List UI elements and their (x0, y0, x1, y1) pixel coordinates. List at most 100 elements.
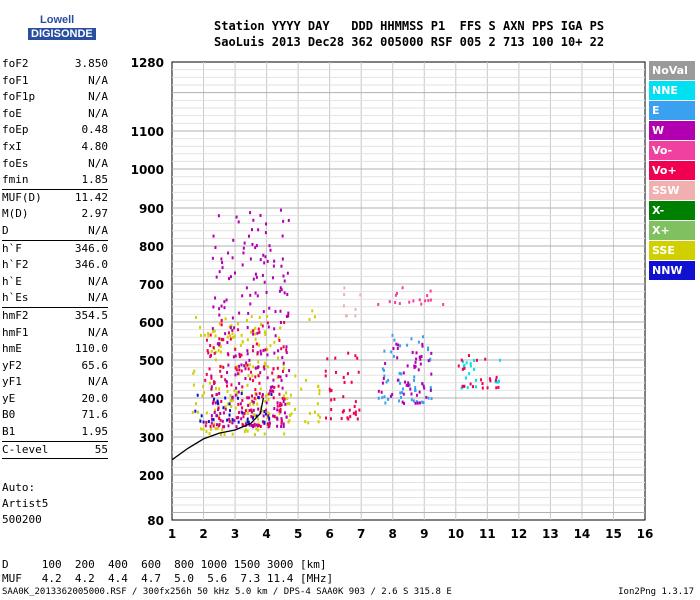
echo-point (273, 385, 276, 389)
echo-point (263, 361, 266, 365)
echo-point (205, 420, 208, 424)
echo-point (265, 408, 268, 412)
echo-point (266, 353, 269, 357)
echo-point (400, 372, 403, 376)
echo-point (395, 342, 398, 346)
y-tick-label: 700 (139, 278, 164, 292)
legend-item-vo: Vo+ (649, 161, 695, 180)
echo-point (254, 337, 257, 341)
echo-point (278, 338, 281, 342)
echo-point (282, 394, 285, 398)
echo-point (343, 380, 346, 384)
echo-point (240, 390, 243, 394)
echo-point (252, 345, 255, 349)
echo-point (276, 401, 279, 405)
echo-point (249, 211, 252, 215)
param-value: 346.0 (74, 258, 108, 272)
echo-point (283, 397, 286, 401)
echo-point (273, 340, 276, 344)
legend-item-e: E (649, 101, 695, 120)
echo-point (330, 388, 333, 392)
echo-point (250, 315, 253, 319)
echo-point (329, 417, 332, 421)
echo-point (278, 411, 281, 415)
echo-point (276, 366, 279, 370)
param-row: foF1 N/A (2, 73, 108, 90)
echo-point (231, 421, 234, 425)
station-header: Station YYYY DAY DDD HHMMSS P1 FFS S AXN… (214, 18, 604, 50)
echo-point (229, 393, 232, 397)
legend-item-nne: NNE (649, 81, 695, 100)
echo-point (228, 277, 231, 281)
param-value: N/A (88, 90, 108, 104)
echo-point (212, 305, 215, 309)
echo-cluster (204, 318, 288, 429)
legend-item-noval: NoVal (649, 61, 695, 80)
param-key: yF2 (2, 358, 22, 372)
echo-point (255, 392, 258, 396)
echo-point (219, 411, 222, 415)
echo-point (226, 340, 229, 344)
echo-point (246, 429, 249, 433)
echo-point (232, 336, 235, 340)
param-row: yF1 N/A (2, 374, 108, 391)
echo-point (218, 270, 221, 274)
echo-point (244, 428, 247, 432)
echo-point (254, 272, 257, 276)
echo-point (384, 361, 387, 365)
echo-point (386, 397, 389, 401)
echo-point (222, 425, 225, 429)
echo-point (257, 424, 260, 428)
echo-point (229, 326, 232, 330)
echo-point (250, 424, 253, 428)
echo-point (415, 393, 418, 397)
echo-point (272, 414, 275, 418)
echo-point (254, 246, 257, 250)
echo-point (237, 328, 240, 332)
echo-point (254, 326, 257, 330)
echo-point (202, 427, 205, 431)
echo-point (317, 413, 320, 417)
echo-point (248, 423, 251, 427)
echo-point (228, 419, 231, 423)
echo-point (264, 255, 267, 259)
echo-point (224, 378, 227, 382)
param-row: MUF(D) 11.42 (2, 190, 108, 207)
echo-point (257, 407, 260, 411)
echo-point (280, 264, 283, 268)
echo-point (223, 300, 226, 304)
echo-point (220, 374, 223, 378)
echo-point (266, 422, 269, 426)
echo-point (387, 378, 390, 382)
echo-point (418, 298, 421, 302)
echo-point (215, 423, 218, 427)
echo-point (463, 384, 466, 388)
echo-point (215, 393, 218, 397)
echo-point (254, 332, 257, 336)
echo-point (210, 385, 213, 389)
echo-point (263, 432, 266, 436)
echo-point (265, 222, 268, 226)
echo-point (283, 291, 286, 295)
echo-point (427, 359, 430, 363)
echo-point (229, 409, 232, 413)
echo-point (207, 351, 210, 355)
echo-point (243, 430, 246, 434)
echo-point (472, 359, 475, 363)
echo-point (199, 333, 202, 337)
lowell-logo: Lowell DIGISONDE (6, 6, 96, 46)
echo-point (251, 242, 254, 246)
echo-point (230, 324, 233, 328)
echo-point (280, 378, 283, 382)
echo-point (244, 376, 247, 380)
echo-point (474, 378, 477, 382)
echo-point (221, 428, 224, 432)
echo-point (240, 333, 243, 337)
echo-point (308, 318, 311, 322)
echo-point (285, 345, 288, 349)
y-tick-label: 1280 (131, 56, 164, 70)
echo-point (283, 320, 286, 324)
param-row: foF1p N/A (2, 89, 108, 106)
echo-point (234, 393, 237, 397)
echo-point (313, 410, 316, 414)
